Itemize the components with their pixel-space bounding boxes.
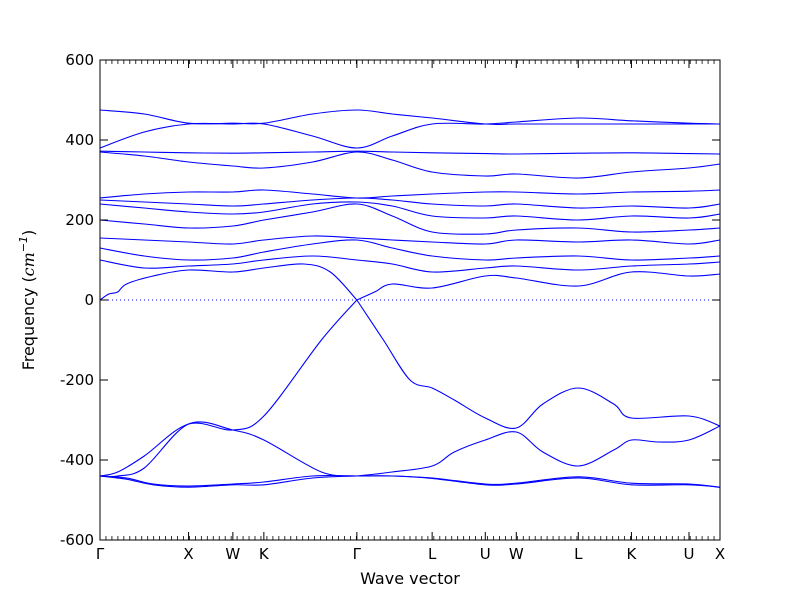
phonon-branch-10 [99, 255, 721, 273]
y-tick-label: 0 [84, 291, 94, 309]
phonon-branch-18 [99, 150, 721, 155]
x-tick-label-2: W [225, 545, 240, 563]
phonon-branch-12 [99, 235, 721, 245]
x-tick-label-6: U [480, 545, 491, 563]
phonon-branch-5 [356, 425, 721, 477]
x-tick-label-8: L [574, 545, 583, 563]
x-tick-label-4: Γ [353, 545, 362, 563]
phonon-branch-20 [99, 109, 720, 125]
x-axis-label: Wave vector [360, 569, 460, 588]
x-tick-label-7: W [509, 545, 524, 563]
y-tick-label: 600 [65, 51, 94, 69]
phonon-branch-16 [99, 197, 721, 209]
y-tick-label: 400 [65, 131, 94, 149]
phonon-branch-7 [356, 475, 721, 488]
x-tick-label-10: U [684, 545, 695, 563]
x-tick-label-0: Γ [96, 545, 105, 563]
y-axis-label-main: Frequency ( [19, 276, 38, 370]
y-tick-label: -200 [60, 371, 94, 389]
phonon-branch-9 [356, 271, 721, 301]
phonon-branch-4 [356, 299, 721, 429]
y-axis-label: Frequency (cm−1) [17, 230, 38, 371]
y-tick-label: -600 [60, 531, 94, 549]
x-tick-label-9: K [627, 545, 638, 563]
y-tick-label: -400 [60, 451, 94, 469]
phonon-branch-11 [99, 239, 721, 261]
y-tick-label: 200 [65, 211, 94, 229]
phonon-branch-3 [99, 475, 357, 488]
phonon-branch-14 [99, 201, 721, 221]
x-tick-label-3: K [259, 545, 270, 563]
phonon-branch-1 [99, 421, 357, 478]
phonon-branch-17 [99, 151, 721, 179]
y-axis-label-exponent: −1 [17, 236, 30, 252]
phonon-branch-13 [99, 203, 721, 235]
phonon-branch-19 [99, 117, 721, 149]
phonon-branch-8 [99, 263, 358, 301]
x-tick-label-11: X [715, 545, 725, 563]
y-axis-label-close: ) [19, 230, 38, 236]
chart-marks [99, 109, 721, 488]
y-axis-label-unit: cm [19, 252, 38, 276]
x-tick-label-5: L [428, 545, 437, 563]
phonon-branch-0 [99, 299, 358, 477]
x-tick-label-1: X [183, 545, 193, 563]
phonon-branch-15 [99, 189, 721, 199]
phonon-branch-2 [99, 475, 357, 487]
